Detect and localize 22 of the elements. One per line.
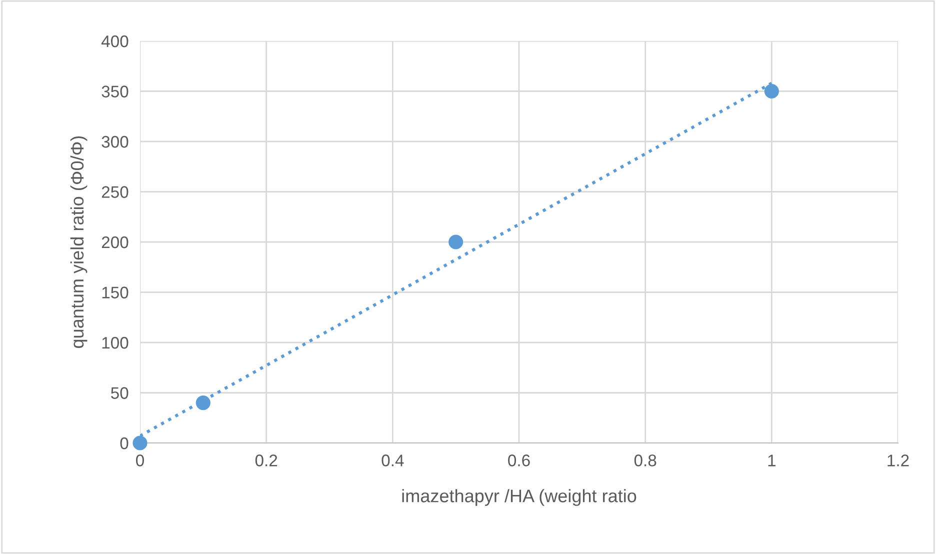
point	[132, 436, 148, 450]
y-tick-label: 400	[101, 35, 128, 48]
y-tick-label: 300	[102, 136, 128, 148]
y-tick-label: 250	[102, 186, 128, 198]
y-axis-title: quantum yield ratio (Φ0/Φ)	[70, 136, 88, 348]
x-axis-title: imazethapyr /HA (weight ratio	[402, 489, 636, 506]
point	[448, 234, 464, 250]
y-tick-label: 350	[102, 86, 128, 98]
x-tick-label: 0.4	[382, 454, 404, 466]
x-tick-label: 0.6	[508, 454, 530, 466]
x-tick-label: 0.8	[634, 454, 656, 466]
point	[764, 84, 779, 99]
y-tick-label: 0	[120, 437, 128, 450]
y-tick-label: 100	[102, 336, 128, 349]
x-tick-label: 0.2	[255, 454, 278, 466]
x-tick-label: 1.2	[888, 454, 909, 466]
x-tick-label: 1	[768, 454, 776, 466]
y-tick-label: 50	[111, 387, 128, 399]
x-tick-label: 0	[136, 454, 144, 466]
point	[196, 396, 210, 410]
y-tick-label: 200	[102, 236, 128, 248]
y-tick-label: 150	[102, 286, 128, 298]
